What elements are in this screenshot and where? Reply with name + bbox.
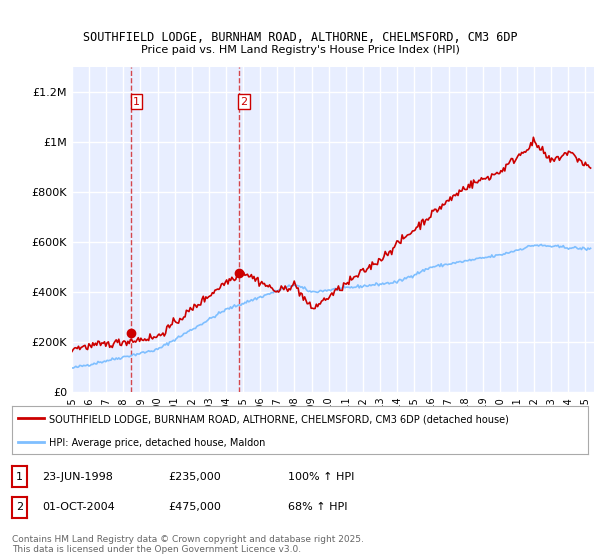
Text: 2: 2 — [241, 97, 248, 106]
Text: SOUTHFIELD LODGE, BURNHAM ROAD, ALTHORNE, CHELMSFORD, CM3 6DP: SOUTHFIELD LODGE, BURNHAM ROAD, ALTHORNE… — [83, 31, 517, 44]
Text: SOUTHFIELD LODGE, BURNHAM ROAD, ALTHORNE, CHELMSFORD, CM3 6DP (detached house): SOUTHFIELD LODGE, BURNHAM ROAD, ALTHORNE… — [49, 414, 509, 424]
Text: 1: 1 — [16, 472, 23, 482]
Text: 23-JUN-1998: 23-JUN-1998 — [42, 472, 113, 482]
Text: £235,000: £235,000 — [168, 472, 221, 482]
Text: Contains HM Land Registry data © Crown copyright and database right 2025.
This d: Contains HM Land Registry data © Crown c… — [12, 535, 364, 554]
Text: HPI: Average price, detached house, Maldon: HPI: Average price, detached house, Mald… — [49, 438, 266, 448]
Text: 01-OCT-2004: 01-OCT-2004 — [42, 502, 115, 512]
Text: £475,000: £475,000 — [168, 502, 221, 512]
Text: 68% ↑ HPI: 68% ↑ HPI — [288, 502, 347, 512]
Text: Price paid vs. HM Land Registry's House Price Index (HPI): Price paid vs. HM Land Registry's House … — [140, 45, 460, 55]
Text: 1: 1 — [133, 97, 140, 106]
Text: 2: 2 — [16, 502, 23, 512]
Text: 100% ↑ HPI: 100% ↑ HPI — [288, 472, 355, 482]
